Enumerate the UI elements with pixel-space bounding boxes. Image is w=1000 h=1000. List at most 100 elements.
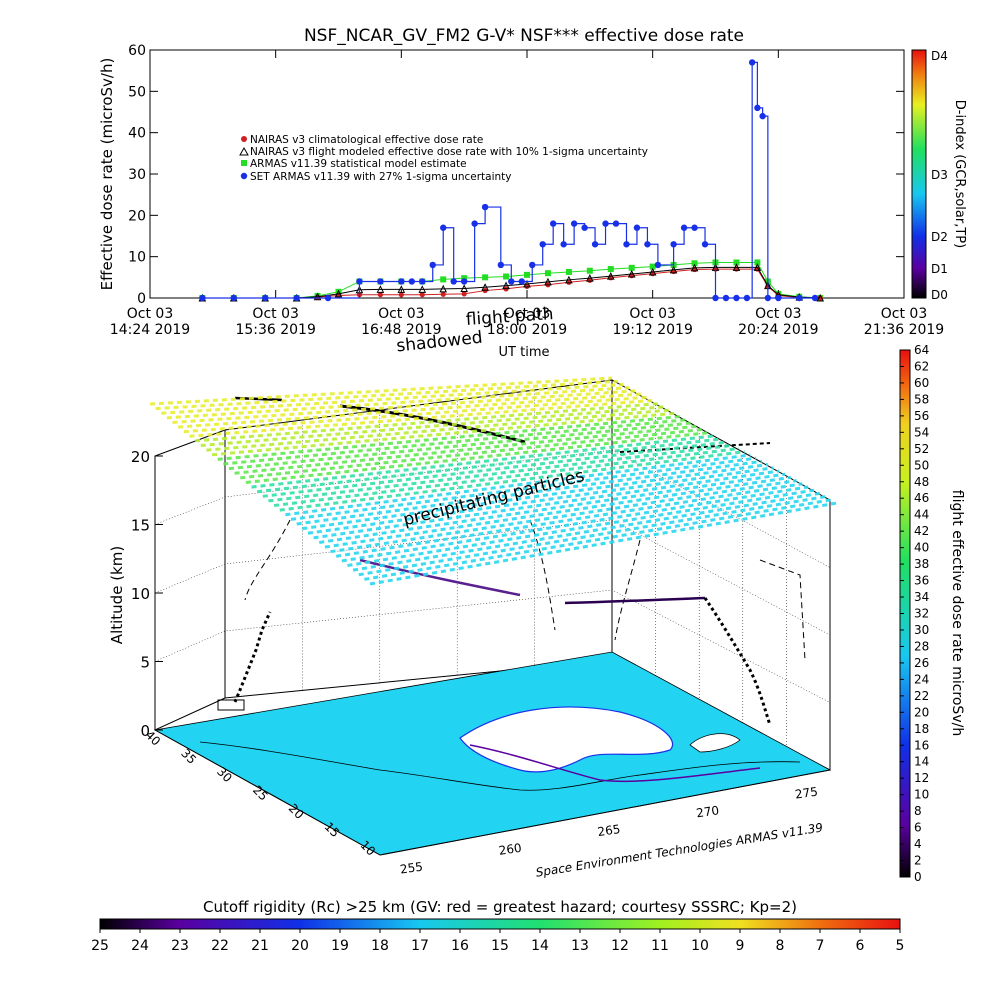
dose-tick-label: 44 xyxy=(914,508,929,522)
series-point-0 xyxy=(670,241,677,248)
x-tick-time: 19:12 2019 xyxy=(612,322,692,338)
series-point-0 xyxy=(764,294,772,302)
series-point-0 xyxy=(581,224,588,231)
series-point-3 xyxy=(398,292,404,298)
dose-tick-label: 48 xyxy=(914,475,929,489)
altitude-tick-label: 10 xyxy=(131,585,150,603)
particle-row xyxy=(290,456,757,521)
series-point-1 xyxy=(503,273,510,280)
left-wall xyxy=(154,429,226,731)
series-point-0 xyxy=(377,278,384,285)
series-point-0 xyxy=(549,220,557,227)
series-point-0 xyxy=(261,294,269,302)
legend-entry-nairas-flight: NAIRAS v3 flight modeled effective dose … xyxy=(250,146,648,158)
top-series-layer xyxy=(198,59,825,302)
particle-row xyxy=(223,418,688,466)
dose-tick-label: 38 xyxy=(914,557,929,571)
cutoff-tick-label: 6 xyxy=(856,938,865,954)
x-tick-date: Oct 03 xyxy=(378,306,424,322)
cutoff-tick-label: 12 xyxy=(611,938,629,954)
land-peninsula xyxy=(689,733,741,753)
series-point-0 xyxy=(199,294,206,302)
cutoff-tick-label: 17 xyxy=(411,938,429,954)
cutoff-tick-label: 24 xyxy=(131,938,149,954)
dose-tick-label: 60 xyxy=(914,376,929,390)
series-point-0 xyxy=(293,294,300,302)
dose-tick-label: 6 xyxy=(914,821,922,835)
series-point-0 xyxy=(419,278,426,285)
dose-tick-label: 4 xyxy=(914,837,922,851)
dashed-projection-3 xyxy=(614,539,641,641)
legend-entry-armas-model: ARMAS v11.39 statistical model estimate xyxy=(250,158,467,170)
particle-row xyxy=(330,479,797,554)
lat-axis-line xyxy=(154,729,381,856)
particle-row xyxy=(347,488,815,568)
series-point-1 xyxy=(524,271,530,278)
dose-tick-label: 10 xyxy=(914,788,929,802)
series-point-2 xyxy=(606,271,615,280)
top-y-axis-label: Effective dose rate (microSv/h) xyxy=(98,58,116,291)
series-line-1 xyxy=(202,261,821,299)
series-point-0 xyxy=(623,241,630,248)
series-point-0 xyxy=(701,241,709,248)
particle-row xyxy=(195,402,659,443)
dose-tick-label: 14 xyxy=(914,755,929,769)
x-tick-date: Oct 03 xyxy=(755,306,801,322)
cutoff-tick-label: 8 xyxy=(776,938,785,954)
series-point-1 xyxy=(461,275,468,282)
series-point-3 xyxy=(377,292,383,298)
series-point-3 xyxy=(419,292,425,298)
series-point-0 xyxy=(612,220,620,227)
series-point-0 xyxy=(518,278,525,285)
dose-colorbar-ticks: 0246810121416182022242628303234363840424… xyxy=(900,343,929,884)
credit-text: Space Environment Technologies ARMAS v11… xyxy=(535,820,824,879)
dose-tick-label: 42 xyxy=(914,524,929,538)
cutoff-tick-label: 20 xyxy=(291,938,309,954)
series-point-3 xyxy=(524,283,530,290)
series-point-2 xyxy=(502,281,510,290)
particle-row xyxy=(200,405,665,448)
set-armas-line xyxy=(202,61,815,299)
particle-row xyxy=(358,495,826,577)
altitude-tick-label: 20 xyxy=(131,448,150,466)
particle-row xyxy=(251,434,717,489)
dashed-projection-2 xyxy=(529,519,556,631)
x-tick-date: Oct 03 xyxy=(127,306,173,322)
cutoff-label: Cutoff rigidity (Rc) >25 km (GV: red = g… xyxy=(203,898,797,916)
particle-row xyxy=(273,447,740,508)
legend-marker-nairas-flight xyxy=(239,146,249,156)
dose-tick-label: 36 xyxy=(914,574,929,588)
dose-tick-label: 28 xyxy=(914,639,929,653)
series-point-0 xyxy=(633,224,641,231)
x-tick-time: 15:36 2019 xyxy=(235,322,315,338)
altitude-axis-label: Altitude (km) xyxy=(108,546,126,644)
dindex-tick-d4: D4 xyxy=(931,49,948,63)
x-tick-date: Oct 03 xyxy=(252,306,298,322)
legend-marker-armas-model xyxy=(241,160,247,166)
y-tick-label: 10 xyxy=(128,250,146,266)
chart-title: NSF_NCAR_GV_FM2 G-V* NSF*** effective do… xyxy=(304,26,744,46)
series-point-1 xyxy=(691,260,698,267)
particle-row xyxy=(245,430,711,484)
series-point-1 xyxy=(733,259,740,266)
particle-row xyxy=(206,408,670,452)
particle-row xyxy=(217,414,682,461)
cutoff-tick-label: 15 xyxy=(491,938,509,954)
dose-tick-label: 30 xyxy=(914,623,929,637)
legend-marker-nairas-clim xyxy=(241,136,247,142)
cutoff-tick-label: 14 xyxy=(531,938,549,954)
longitude-tick-label: 260 xyxy=(498,841,523,858)
series-point-0 xyxy=(654,261,662,269)
series-point-2 xyxy=(460,284,468,292)
series-point-3 xyxy=(461,291,467,297)
series-point-2 xyxy=(523,279,531,288)
dose-colorbar-label: flight effective dose rate microSv/h xyxy=(949,490,965,736)
dindex-tick-d0: D0 xyxy=(931,288,948,302)
dose-tick-label: 50 xyxy=(914,458,929,472)
cutoff-ticks: 25 24 23 22 21 20 19 18 17 16 15 14 13 12 11 10 9 8 7 6 5 xyxy=(91,929,904,954)
series-point-0 xyxy=(529,261,536,269)
legend-entry-nairas-clim: NAIRAS v3 climatological effective dose … xyxy=(250,134,483,146)
coast-line xyxy=(199,741,801,791)
legend-marker-set-armas xyxy=(240,172,248,180)
series-point-0 xyxy=(481,203,489,211)
